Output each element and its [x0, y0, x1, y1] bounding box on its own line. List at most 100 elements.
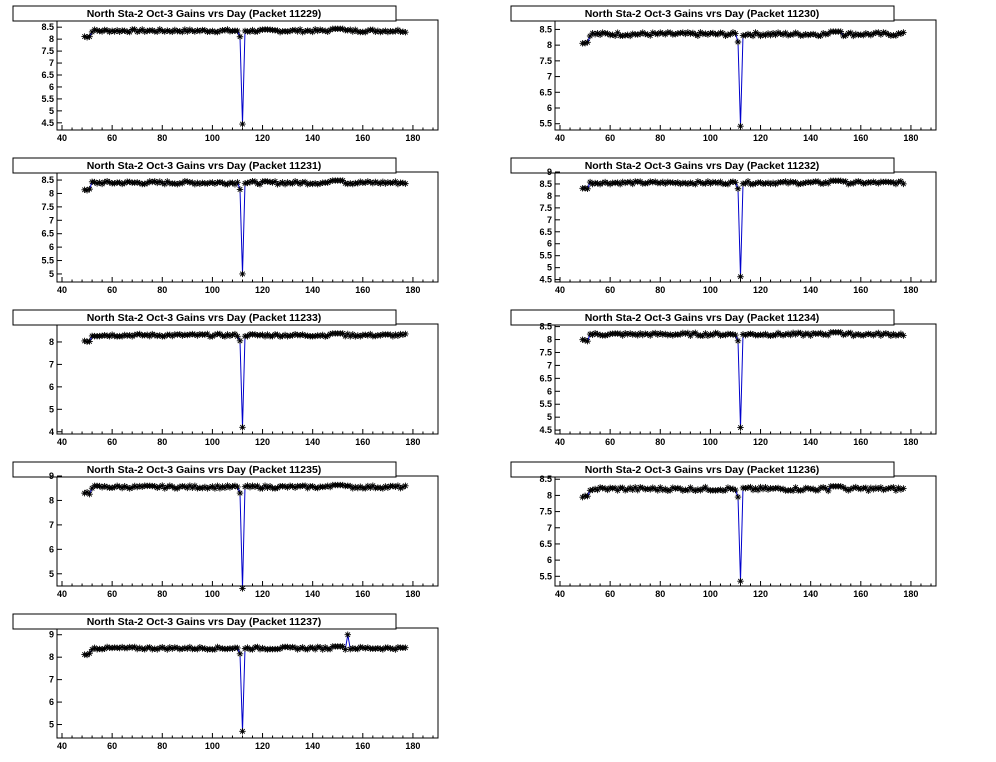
- data-point: [86, 650, 93, 657]
- data-point: [367, 484, 374, 491]
- data-point: [586, 330, 594, 338]
- data-point: [752, 180, 759, 187]
- data-point: [246, 28, 254, 35]
- data-point: [709, 29, 717, 37]
- data-point: [294, 28, 301, 35]
- x-tick-label: 100: [205, 437, 220, 447]
- data-point: [867, 179, 875, 186]
- y-tick-label: 7: [547, 72, 552, 82]
- data-point: [626, 32, 634, 40]
- data-point: [799, 332, 807, 339]
- data-point: [809, 178, 817, 186]
- data-point: [174, 180, 181, 188]
- data-point: [304, 332, 311, 339]
- y-tick-label: 8.5: [41, 175, 54, 185]
- plot-frame: [554, 171, 937, 283]
- data-point: [306, 27, 314, 35]
- data-point: [289, 643, 296, 651]
- y-tick-label: 5: [49, 404, 54, 414]
- data-point: [837, 483, 844, 490]
- data-point: [136, 27, 143, 35]
- x-tick-label: 160: [355, 589, 370, 599]
- data-point: [779, 31, 787, 38]
- title-box: [510, 309, 895, 326]
- chart-title: North Sta-2 Oct-3 Gains vrs Day (Packet …: [87, 160, 322, 172]
- data-point: [837, 28, 844, 35]
- data-point: [339, 330, 346, 337]
- data-point: [224, 181, 231, 188]
- data-point: [186, 26, 194, 33]
- data-point: [601, 485, 609, 492]
- data-point: [276, 28, 284, 36]
- data-point: [897, 178, 905, 185]
- data-point: [749, 180, 757, 188]
- data-point: [296, 180, 304, 188]
- data-point: [609, 31, 616, 38]
- data-point: [179, 180, 186, 187]
- data-point: [737, 273, 744, 280]
- data-point: [226, 484, 234, 491]
- data-point: [682, 30, 689, 38]
- data-point: [344, 180, 351, 188]
- x-tick-label: 180: [903, 589, 918, 599]
- data-point: [667, 29, 674, 36]
- data-point: [176, 27, 184, 35]
- data-point: [141, 180, 148, 188]
- data-point: [151, 645, 158, 652]
- data-point: [399, 28, 407, 35]
- data-point: [194, 332, 201, 339]
- y-tick-label: 5: [49, 269, 54, 279]
- data-point: [702, 330, 709, 337]
- data-point: [372, 332, 379, 340]
- data-point: [289, 483, 296, 490]
- x-tick-label: 120: [255, 437, 270, 447]
- x-tick-label: 40: [57, 437, 67, 447]
- x-tick-label: 60: [107, 133, 117, 143]
- data-point: [384, 484, 392, 491]
- data-point: [96, 482, 103, 490]
- data-point: [616, 330, 624, 337]
- y-tick-label: 8: [547, 490, 552, 500]
- data-point: [151, 178, 158, 185]
- data-point: [209, 333, 216, 340]
- data-point: [767, 180, 774, 188]
- data-point: [734, 185, 742, 192]
- data-point: [164, 27, 171, 34]
- data-point: [327, 483, 334, 491]
- y-tick-label: 4.5: [539, 275, 552, 285]
- data-point: [322, 644, 329, 651]
- data-point: [284, 179, 291, 186]
- data-point: [890, 179, 897, 186]
- data-point: [239, 120, 246, 128]
- data-point: [156, 483, 163, 491]
- data-point: [702, 483, 709, 491]
- data-point: [81, 337, 88, 345]
- data-point: [171, 644, 179, 651]
- data-point: [139, 483, 146, 490]
- data-point: [362, 331, 369, 339]
- data-point: [621, 330, 629, 337]
- data-point: [126, 485, 133, 492]
- data-point: [154, 332, 161, 340]
- data-point: [769, 485, 777, 492]
- x-tick-label: 180: [903, 437, 918, 447]
- data-point: [88, 646, 96, 653]
- data-point: [291, 644, 299, 651]
- data-point: [219, 332, 226, 340]
- y-tick-label: 8: [49, 652, 54, 662]
- data-point: [692, 31, 699, 38]
- data-point: [634, 486, 641, 494]
- data-point: [118, 643, 126, 651]
- data-point: [392, 28, 399, 35]
- data-point: [389, 645, 397, 653]
- x-tick-label: 40: [555, 133, 565, 143]
- data-point: [204, 646, 211, 653]
- data-point: [209, 27, 216, 35]
- chart-title: North Sta-2 Oct-3 Gains vrs Day (Packet …: [585, 8, 820, 20]
- data-point: [154, 28, 161, 35]
- data-point: [88, 28, 96, 36]
- data-point: [887, 484, 895, 492]
- data-point: [682, 330, 689, 337]
- plot-frame: [554, 475, 937, 587]
- x-tick-label: 120: [255, 741, 270, 751]
